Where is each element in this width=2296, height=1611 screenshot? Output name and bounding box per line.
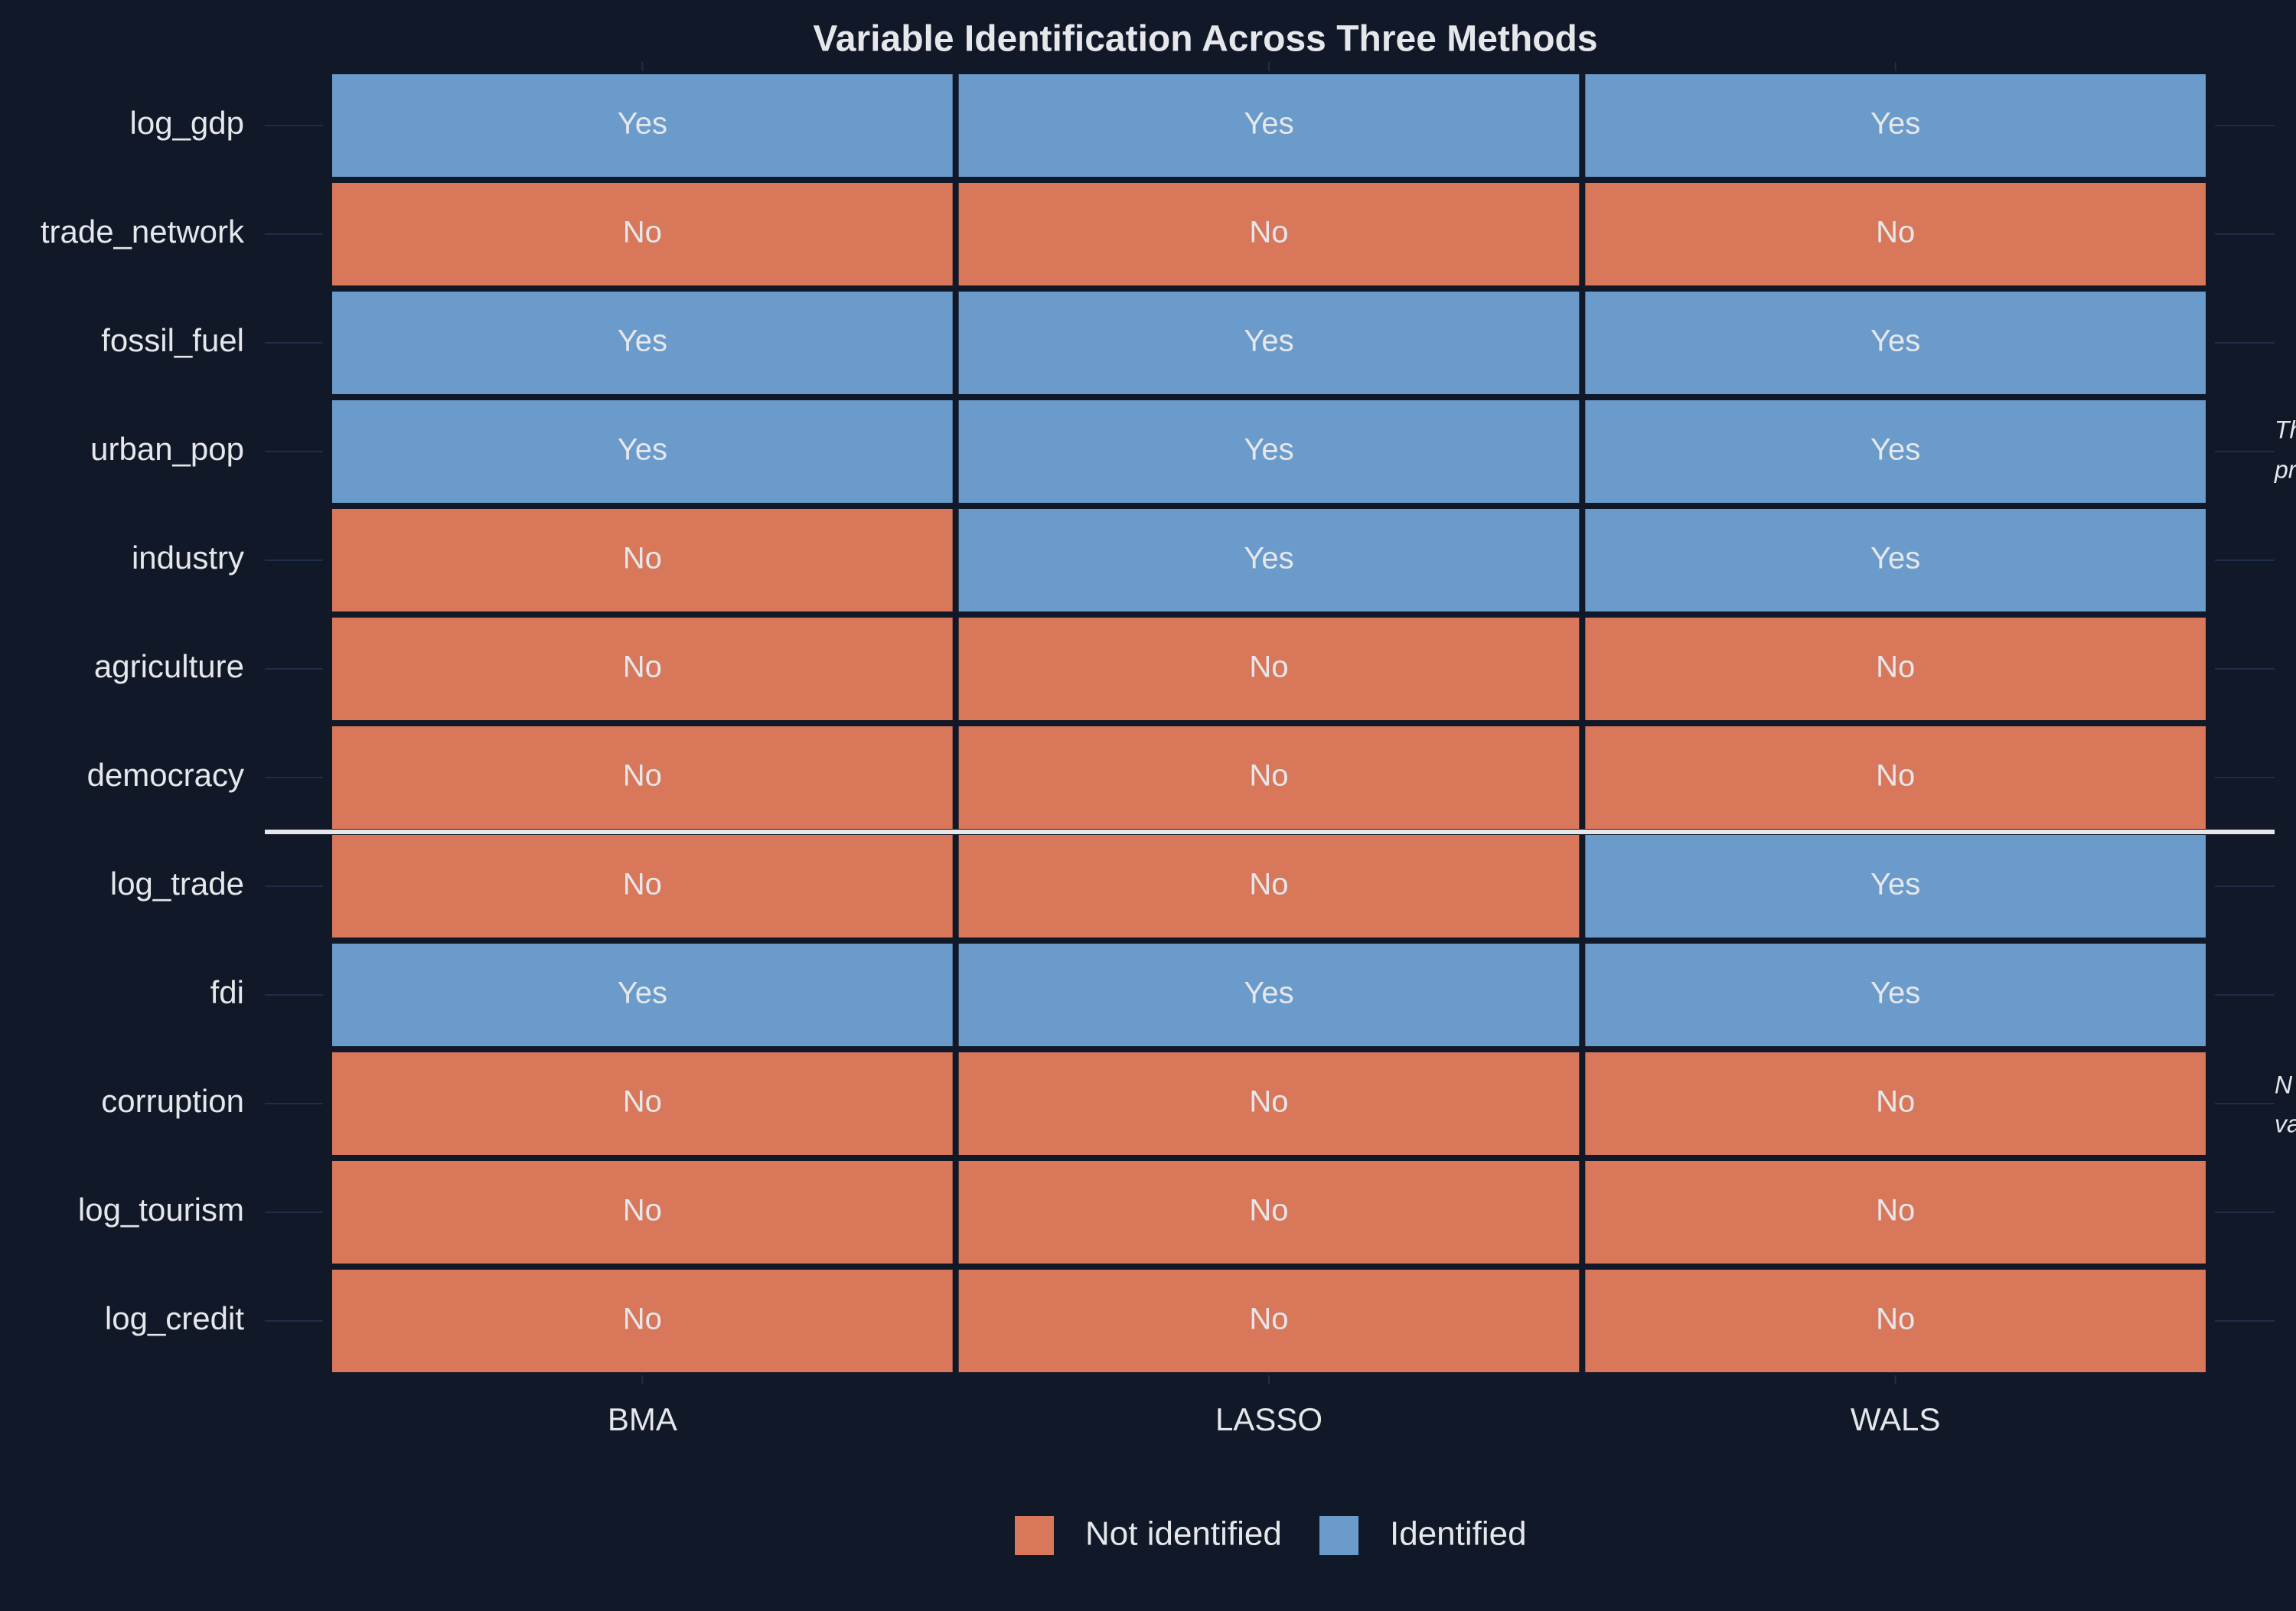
cell-label: Yes: [1244, 107, 1293, 141]
cell-label: No: [623, 542, 662, 576]
heatmap-cell: [1585, 1270, 2206, 1372]
heatmap-cell: [332, 835, 953, 938]
legend-swatch: [1015, 1516, 1054, 1555]
cell-label: No: [623, 1085, 662, 1119]
cell-label: Yes: [618, 107, 667, 141]
cell-label: No: [623, 759, 662, 793]
cell-label: No: [1249, 1085, 1288, 1119]
heatmap-cell: [958, 74, 1580, 177]
annotation: va: [2275, 1110, 2296, 1137]
cell-label: Yes: [1870, 542, 1920, 576]
heatmap-cell: [958, 1052, 1580, 1155]
heatmap-cell: [1585, 1161, 2206, 1264]
heatmap-cell: [1585, 726, 2206, 829]
heatmap-cell: [958, 618, 1580, 720]
annotation: N: [2275, 1071, 2293, 1098]
heatmap-cell: [958, 1270, 1580, 1372]
cell-label: No: [1249, 868, 1288, 902]
legend-label: Not identified: [1085, 1515, 1282, 1553]
cell-label: No: [1249, 759, 1288, 793]
cell-label: Yes: [1244, 542, 1293, 576]
cell-label: Yes: [1870, 868, 1920, 902]
heatmap-cell: [332, 1161, 953, 1264]
x-tick-label: LASSO: [1215, 1401, 1322, 1437]
heatmap-cell: [1585, 1052, 2206, 1155]
cell-label: No: [1249, 1194, 1288, 1228]
cell-label: Yes: [618, 324, 667, 358]
y-tick-label: log_trade: [110, 866, 244, 902]
heatmap-cell: [332, 726, 953, 829]
cell-label: No: [1876, 1085, 1915, 1119]
cell-label: Yes: [1870, 107, 1920, 141]
cell-label: Yes: [1870, 324, 1920, 358]
heatmap-cell: [958, 726, 1580, 829]
annotation: pr: [2274, 455, 2296, 483]
cell-label: Yes: [1870, 977, 1920, 1010]
heatmap-cell: [958, 292, 1580, 394]
heatmap-cell: [332, 74, 953, 177]
y-tick-label: corruption: [101, 1083, 244, 1119]
cell-label: No: [623, 651, 662, 684]
cell-label: Yes: [1244, 324, 1293, 358]
y-tick-label: log_tourism: [78, 1192, 244, 1228]
cell-label: Yes: [1244, 977, 1293, 1010]
cell-label: Yes: [1870, 433, 1920, 467]
cell-label: No: [1876, 216, 1915, 249]
y-tick-label: log_gdp: [130, 105, 244, 141]
heatmap-cell: [958, 509, 1580, 611]
y-tick-label: agriculture: [94, 648, 244, 684]
cell-label: Yes: [1244, 433, 1293, 467]
heatmap-cell: [332, 618, 953, 720]
y-tick-label: urban_pop: [90, 431, 244, 467]
heatmap-cell: [958, 835, 1580, 938]
heatmap-cell: [332, 1052, 953, 1155]
x-tick-label: WALS: [1851, 1401, 1940, 1437]
heatmap-cell: [332, 292, 953, 394]
heatmap-cell: [332, 400, 953, 503]
heatmap-cell: [1585, 618, 2206, 720]
heatmap-cell: [1585, 400, 2206, 503]
chart-title: Variable Identification Across Three Met…: [813, 19, 1597, 60]
heatmap-cell: [1585, 74, 2206, 177]
heatmap-cell: [332, 183, 953, 285]
y-tick-label: fdi: [210, 974, 244, 1010]
cell-label: No: [1249, 1303, 1288, 1336]
cell-label: No: [1876, 759, 1915, 793]
heatmap-cell: [958, 183, 1580, 285]
heatmap-cell: [1585, 944, 2206, 1046]
legend-swatch: [1319, 1516, 1358, 1555]
heatmap-cell: [332, 509, 953, 611]
heatmap-cell: [1585, 292, 2206, 394]
legend-label: Identified: [1390, 1515, 1527, 1553]
cell-label: No: [623, 216, 662, 249]
cell-label: No: [1876, 1194, 1915, 1228]
annotation: Th: [2275, 416, 2296, 443]
cell-label: No: [1249, 216, 1288, 249]
heatmap-cell: [958, 400, 1580, 503]
heatmap-cell: [1585, 509, 2206, 611]
heatmap-cell: [1585, 183, 2206, 285]
cell-label: No: [623, 1303, 662, 1336]
cell-label: No: [623, 1194, 662, 1228]
cell-label: No: [1876, 1303, 1915, 1336]
x-tick-label: BMA: [608, 1401, 677, 1437]
y-tick-label: trade_network: [41, 214, 245, 249]
cell-label: No: [1249, 651, 1288, 684]
cell-label: Yes: [618, 977, 667, 1010]
cell-label: No: [623, 868, 662, 902]
heatmap-cell: [958, 1161, 1580, 1264]
heatmap-cell: [958, 944, 1580, 1046]
y-tick-label: industry: [132, 540, 244, 576]
y-tick-label: log_credit: [105, 1300, 244, 1336]
y-tick-label: fossil_fuel: [101, 322, 244, 358]
heatmap-cell: [332, 944, 953, 1046]
cell-label: Yes: [618, 433, 667, 467]
y-tick-label: democracy: [87, 757, 244, 793]
heatmap-cell: [1585, 835, 2206, 938]
cell-label: No: [1876, 651, 1915, 684]
heatmap-cell: [332, 1270, 953, 1372]
